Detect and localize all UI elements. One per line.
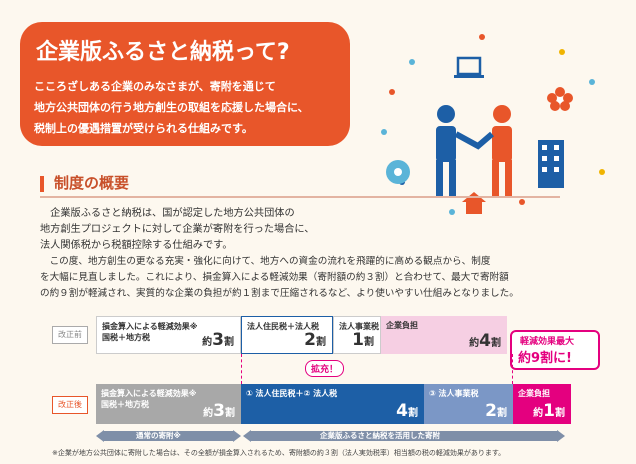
after-cell-company-burden: 企業負担 約1割 — [513, 384, 571, 424]
person-left-icon — [436, 105, 456, 196]
handshake-illustration — [381, 34, 605, 215]
building-icon — [538, 140, 564, 188]
arrow-bar — [96, 430, 565, 442]
callout-line-2: 約9割に! — [518, 351, 572, 366]
body-line-5: を大幅に見直しました。これにより、損金算入による軽減効果（寄附額の約３割）と合わ… — [40, 272, 509, 283]
dot-ring-icon — [381, 34, 605, 215]
footnote: ※企業が地方公共団体に寄附した場合は、その全額が損金算入されるため、寄附額の約３… — [52, 449, 506, 457]
arrow-left-label: 通常の寄附※ — [136, 431, 181, 440]
hero-line-2: 地方公共団体の行う地方創生の取組を応援した場合に、 — [34, 101, 309, 114]
body-line-1: 企業版ふるさと納税は、国が認定した地方公共団体の — [40, 208, 295, 219]
hero-title: 企業版ふるさと納税って? — [36, 40, 290, 65]
hero-line-1: こころざしある企業のみなさまが、寄附を通じて — [34, 80, 276, 93]
person-right-icon — [492, 105, 512, 196]
section-marker — [40, 176, 44, 192]
laptop-icon — [454, 56, 484, 78]
before-cell-business-tax: 法人事業税 1割 — [333, 316, 381, 354]
after-cell-corporate-tax: ① 法人住民税＋② 法人税 4割 — [241, 384, 424, 424]
body-line-2: 地方創生プロジェクトに対して企業が寄附を行った場合に、 — [40, 224, 315, 235]
section-title: 制度の概要 — [54, 174, 130, 192]
after-cell-deduction: 損金算入による軽減効果※ 国税＋地方税 約3割 — [96, 384, 241, 424]
before-cell-company-burden: 企業負担 約4割 — [381, 316, 507, 354]
arrow-right-label: 企業版ふるさと納税を活用した寄附 — [320, 431, 440, 440]
before-cell-deduction: 損金算入による軽減効果※ 国税＋地方税 約3割 — [96, 316, 241, 354]
body-line-6: の約９割が軽減され、実質的な企業の負担が約１割まで圧縮されるなど、より使いやすい… — [40, 288, 519, 299]
body-line-4: この度、地方創生の更なる充実・強化に向けて、地方への資金の流れを飛躍的に高める観… — [40, 256, 491, 267]
callout-line-1: 軽減効果最大 — [520, 337, 575, 347]
hero-line-3: 税制上の優遇措置が受けられる仕組みです。 — [34, 122, 253, 135]
after-label: 改正後 — [52, 396, 88, 414]
handshake-icon — [454, 131, 494, 150]
before-cell-corporate-tax: 法人住民税＋法人税 2割 — [241, 316, 333, 354]
flower-icon — [547, 87, 573, 111]
pinwheel-icon — [386, 160, 410, 184]
hero-box — [20, 22, 350, 146]
body-line-3: 法人関係税から税額控除する仕組みです。 — [40, 240, 233, 251]
before-label: 改正前 — [52, 326, 88, 344]
expand-tag: 拡充！ — [305, 360, 345, 377]
expand-guide — [241, 354, 513, 384]
after-cell-business-tax: ③ 法人事業税 2割 — [424, 384, 513, 424]
section-underline — [40, 196, 560, 198]
callout-box — [510, 330, 600, 370]
